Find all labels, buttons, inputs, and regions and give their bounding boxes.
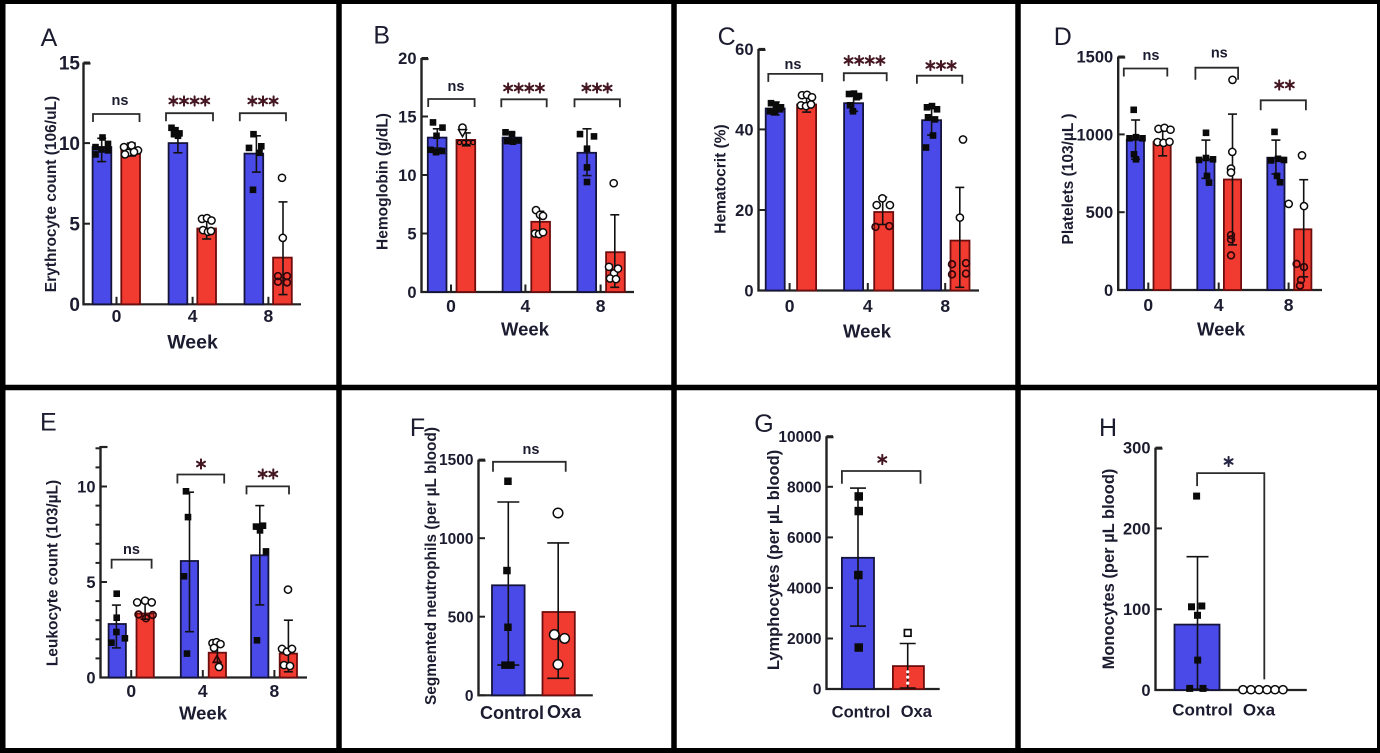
- svg-text:4000: 4000: [787, 581, 821, 598]
- svg-text:Control: Control: [480, 703, 544, 723]
- svg-text:Segmented neutrophils (per µL: Segmented neutrophils (per µL blood): [423, 427, 440, 705]
- svg-text:ns: ns: [1143, 48, 1160, 64]
- svg-text:1500: 1500: [1076, 49, 1113, 67]
- svg-text:C: C: [718, 23, 736, 51]
- svg-text:ns: ns: [523, 442, 540, 458]
- svg-text:Leukocyte count (103/µL): Leukocyte count (103/µL): [45, 480, 62, 666]
- svg-text:20: 20: [398, 50, 416, 68]
- svg-text:8: 8: [264, 306, 274, 326]
- svg-text:1000: 1000: [1076, 126, 1113, 144]
- svg-text:Hemoglobin (g/dL): Hemoglobin (g/dL): [375, 113, 392, 250]
- svg-text:0: 0: [1104, 282, 1113, 300]
- svg-text:ns: ns: [448, 79, 465, 95]
- svg-text:Oxa: Oxa: [1243, 701, 1276, 720]
- svg-text:Platelets (103/µL ): Platelets (103/µL ): [1060, 114, 1077, 245]
- svg-text:10: 10: [398, 167, 416, 185]
- svg-text:Week: Week: [179, 703, 228, 724]
- svg-text:Oxa: Oxa: [547, 702, 582, 722]
- svg-text:2000: 2000: [787, 631, 821, 648]
- svg-text:8000: 8000: [787, 479, 821, 496]
- svg-text:8: 8: [940, 296, 950, 316]
- svg-text:4: 4: [188, 306, 198, 326]
- svg-text:B: B: [373, 22, 390, 50]
- svg-text:0: 0: [465, 688, 474, 705]
- svg-text:E: E: [40, 409, 57, 437]
- svg-text:Oxa: Oxa: [901, 703, 933, 721]
- svg-text:0: 0: [407, 284, 416, 302]
- svg-text:Week: Week: [1197, 319, 1246, 340]
- svg-text:15: 15: [398, 108, 416, 126]
- svg-text:8: 8: [1284, 295, 1294, 315]
- svg-text:0: 0: [446, 296, 456, 316]
- svg-text:0: 0: [785, 296, 795, 316]
- svg-text:ns: ns: [1211, 46, 1228, 62]
- svg-text:6000: 6000: [787, 530, 821, 547]
- svg-text:Lymphocytes (per µL blood): Lymphocytes (per µL blood): [765, 450, 783, 670]
- svg-text:0: 0: [69, 295, 80, 316]
- svg-text:5: 5: [407, 225, 416, 243]
- svg-text:Control: Control: [832, 704, 891, 722]
- svg-text:A: A: [41, 24, 58, 52]
- svg-text:0: 0: [112, 306, 122, 326]
- svg-text:1000: 1000: [439, 531, 473, 548]
- svg-text:20: 20: [735, 202, 753, 220]
- svg-text:Erythrocyte count (106/uL): Erythrocyte count (106/uL): [43, 96, 60, 292]
- svg-text:4: 4: [863, 296, 873, 316]
- svg-text:8: 8: [270, 681, 280, 701]
- svg-text:Control: Control: [1172, 701, 1232, 720]
- svg-text:8: 8: [596, 296, 606, 316]
- svg-text:10: 10: [59, 134, 80, 155]
- svg-text:4: 4: [198, 681, 208, 701]
- svg-text:Week: Week: [843, 321, 892, 342]
- svg-text:G: G: [754, 410, 773, 438]
- svg-text:F: F: [410, 414, 425, 442]
- svg-text:Hematocrit (%): Hematocrit (%): [713, 124, 730, 233]
- svg-text:60: 60: [735, 41, 753, 59]
- svg-text:4: 4: [1214, 295, 1224, 315]
- svg-text:10000: 10000: [778, 429, 821, 446]
- svg-text:40: 40: [735, 121, 753, 139]
- svg-text:ns: ns: [123, 542, 140, 558]
- svg-text:Monocytes (per µL blood): Monocytes (per µL blood): [1100, 469, 1118, 670]
- svg-text:15: 15: [59, 53, 81, 74]
- svg-text:500: 500: [448, 609, 474, 626]
- svg-text:ns: ns: [112, 93, 129, 109]
- svg-text:5: 5: [69, 215, 80, 236]
- svg-text:200: 200: [1123, 520, 1151, 538]
- svg-text:0: 0: [126, 681, 136, 701]
- svg-text:0: 0: [1141, 682, 1150, 700]
- svg-text:0: 0: [744, 282, 753, 300]
- svg-text:0: 0: [1143, 295, 1153, 315]
- svg-text:4: 4: [521, 296, 531, 316]
- svg-text:ns: ns: [785, 57, 802, 73]
- svg-text:0: 0: [86, 669, 95, 687]
- svg-text:Week: Week: [501, 319, 550, 340]
- svg-text:100: 100: [1123, 601, 1151, 619]
- svg-text:10: 10: [77, 478, 95, 496]
- svg-text:5: 5: [86, 574, 95, 592]
- svg-text:0: 0: [813, 682, 822, 699]
- svg-text:1500: 1500: [439, 452, 473, 469]
- svg-text:300: 300: [1123, 440, 1151, 458]
- svg-text:D: D: [1054, 23, 1072, 51]
- svg-text:H: H: [1099, 414, 1117, 442]
- svg-text:Week: Week: [167, 332, 218, 354]
- svg-text:500: 500: [1086, 204, 1114, 222]
